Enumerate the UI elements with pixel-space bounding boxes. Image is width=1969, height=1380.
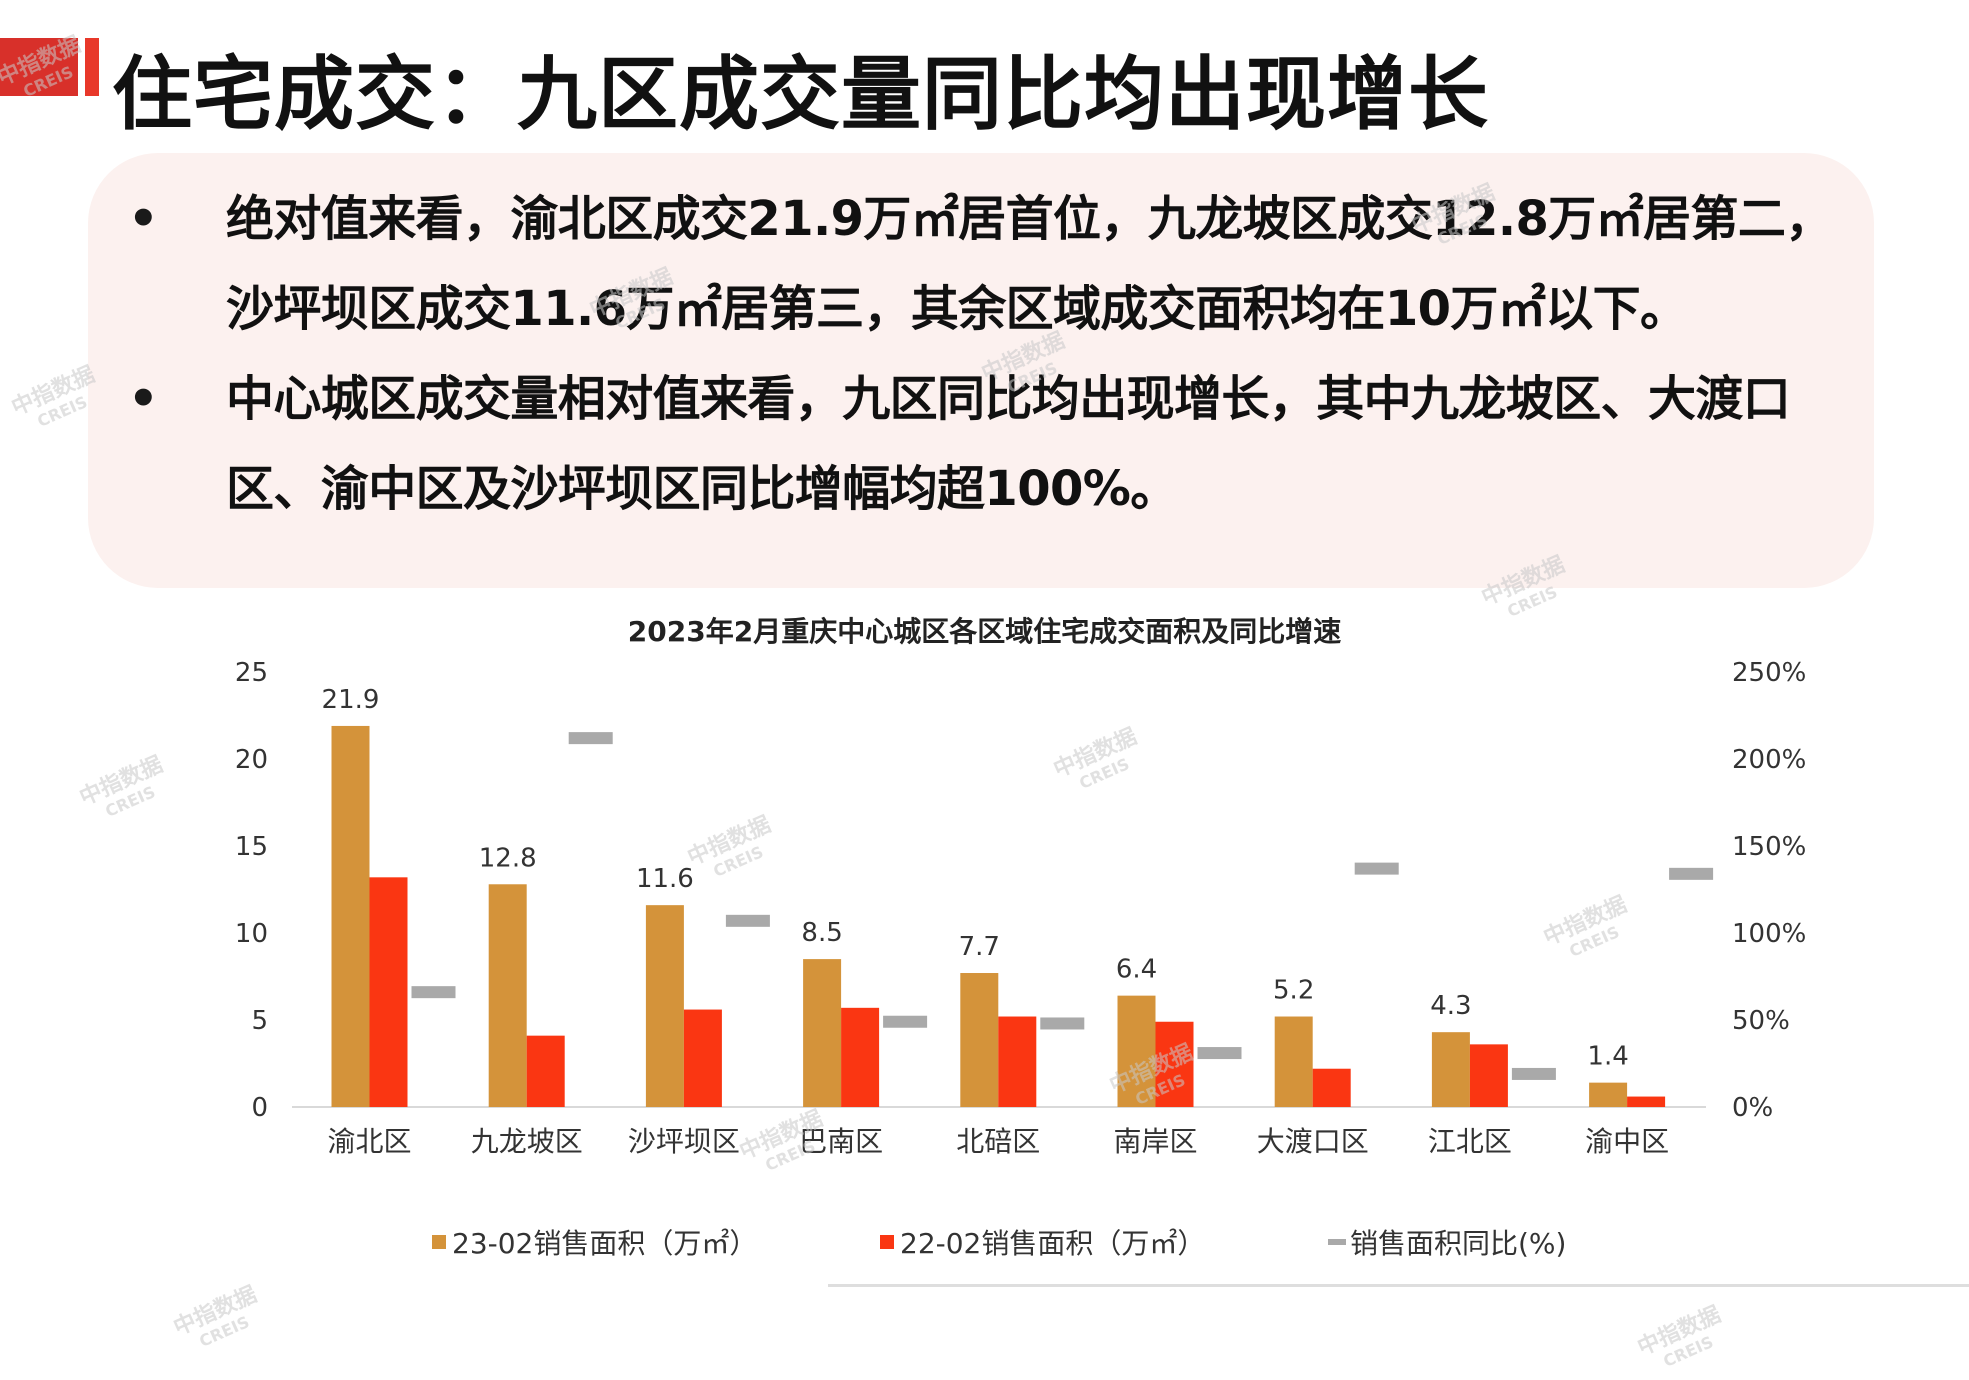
legend-swatch-2022 [880,1235,894,1249]
y-left-tick-label: 5 [251,1006,268,1036]
x-tick-label: 渝中区 [1585,1125,1669,1158]
bar-2022 [1469,1044,1508,1107]
bar-2022 [998,1016,1037,1107]
yoy-marker [1669,867,1714,880]
y-right-tick-label: 0% [1732,1093,1773,1123]
bottom-divider [828,1284,1969,1287]
bar-2023 [1274,1016,1313,1107]
yoy-marker [725,914,770,927]
summary-text: 中心城区成交量相对值来看，九区同比均出现增长，其中九龙坡区、大渡口区、渝中区及沙… [226,371,1791,517]
bullet-icon: • [128,191,159,247]
y-left-tick-label: 10 [235,919,268,949]
legend-swatch-2023 [432,1235,446,1249]
x-tick-label: 沙坪坝区 [628,1125,740,1158]
x-tick-label: 大渡口区 [1257,1125,1369,1158]
y-left-tick-label: 20 [235,745,268,775]
bullet-icon: • [128,371,159,427]
data-label-2023: 11.6 [636,864,694,894]
legend-label-2022: 22-02销售面积（万㎡） [900,1227,1206,1260]
x-tick-label: 江北区 [1428,1125,1512,1158]
yoy-marker [568,732,613,745]
yoy-marker [1511,1067,1556,1080]
bar-2023 [1431,1032,1470,1107]
legend-label-2023: 23-02销售面积（万㎡） [452,1227,758,1260]
bar-2022 [841,1007,880,1107]
y-right-tick-label: 250% [1732,658,1806,688]
bar-2023 [1589,1082,1628,1107]
x-tick-label: 九龙坡区 [471,1125,583,1158]
x-tick-label: 南岸区 [1113,1125,1197,1158]
data-label-2023: 21.9 [322,685,380,715]
x-tick-label: 渝北区 [327,1125,411,1158]
y-right-tick-label: 50% [1732,1006,1790,1036]
yoy-marker [411,986,456,999]
summary-box: • 绝对值来看，渝北区成交21.9万㎡居首位，九龙坡区成交12.8万㎡居第二，沙… [88,153,1874,588]
x-tick-label: 北碚区 [956,1125,1040,1158]
bar-2022 [526,1035,565,1107]
data-label-2023: 6.4 [1116,955,1157,985]
y-left-tick-label: 25 [235,658,268,688]
corner-accent-block [0,38,78,96]
bar-2023 [488,884,527,1107]
summary-text: 绝对值来看，渝北区成交21.9万㎡居首位，九龙坡区成交12.8万㎡居第二，沙坪坝… [226,191,1833,337]
y-right-tick-label: 150% [1732,832,1806,862]
y-left-tick-label: 15 [235,832,268,862]
slide-title: 住宅成交：九区成交量同比均出现增长 [112,48,1489,141]
bar-2023 [1117,995,1156,1107]
yoy-marker [1354,862,1399,875]
data-label-2023: 1.4 [1587,1042,1628,1072]
bar-2023 [645,905,684,1107]
yoy-marker [1040,1017,1085,1030]
bar-chart: 05101520250%50%100%150%200%250%21.9渝北区12… [235,658,1806,1158]
bar-2022 [1155,1021,1194,1107]
data-label-2023: 4.3 [1430,991,1471,1021]
data-label-2023: 12.8 [479,843,537,873]
y-right-tick-label: 100% [1732,919,1806,949]
bar-2023 [331,725,370,1107]
yoy-marker [883,1015,928,1028]
legend-item-yoy: 销售面积同比(%) [1328,1222,1566,1262]
legend-item-2023: 23-02销售面积（万㎡） [432,1222,757,1262]
bar-2022 [1627,1096,1666,1107]
bar-2023 [803,959,842,1107]
legend-label-yoy: 销售面积同比(%) [1350,1227,1567,1260]
yoy-marker [1197,1047,1242,1060]
y-left-tick-label: 0 [251,1093,268,1123]
data-label-2023: 7.7 [959,932,1000,962]
bar-2022 [369,877,408,1107]
bar-2023 [960,973,999,1107]
x-tick-label: 巴南区 [799,1125,883,1158]
bar-2022 [683,1009,722,1107]
legend-swatch-yoy [1328,1239,1346,1245]
y-right-tick-label: 200% [1732,745,1806,775]
legend-item-2022: 22-02销售面积（万㎡） [880,1222,1205,1262]
bar-2022 [1312,1068,1351,1107]
data-label-2023: 5.2 [1273,976,1314,1006]
title-accent-bar [85,38,99,96]
chart-title: 2023年2月重庆中心城区各区域住宅成交面积及同比增速 [627,615,1342,648]
data-label-2023: 8.5 [801,918,842,948]
